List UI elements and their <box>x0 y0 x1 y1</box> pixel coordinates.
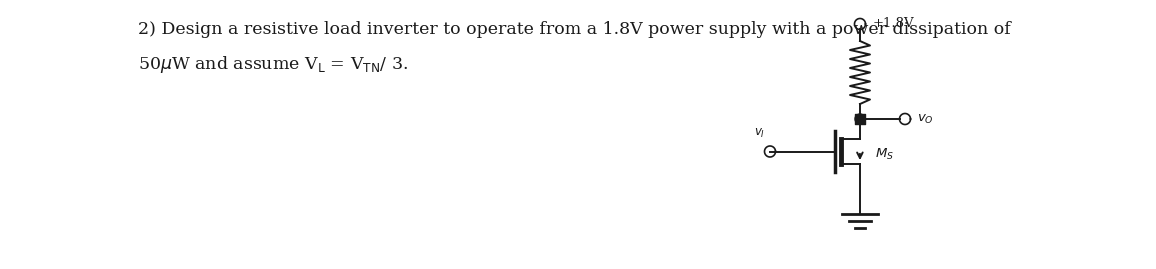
Text: +1.8V: +1.8V <box>873 17 914 30</box>
Text: 2) Design a resistive load inverter to operate from a 1.8V power supply with a p: 2) Design a resistive load inverter to o… <box>138 21 1010 38</box>
Polygon shape <box>855 114 865 124</box>
Text: $M_S$: $M_S$ <box>875 146 894 162</box>
Text: 50$\mu$W and assume V$_\mathrm{L}$ = V$_\mathrm{TN}$/ 3.: 50$\mu$W and assume V$_\mathrm{L}$ = V$_… <box>138 54 408 75</box>
Text: $v_O$: $v_O$ <box>918 112 934 126</box>
Text: $v_I$: $v_I$ <box>754 126 765 140</box>
